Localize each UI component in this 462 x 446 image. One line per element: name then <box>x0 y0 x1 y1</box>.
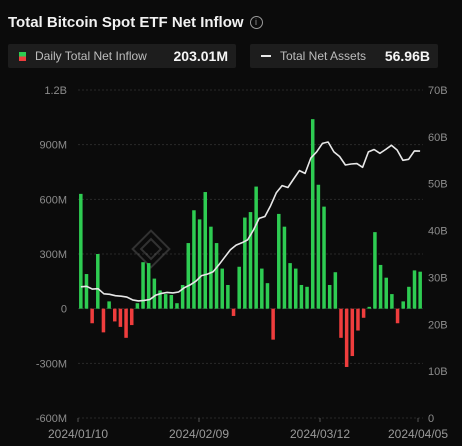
watermark <box>131 229 171 269</box>
inflow-bar[interactable] <box>395 308 400 324</box>
chart-title-text: Total Bitcoin Spot ETF Net Inflow <box>8 14 244 31</box>
legend-daily-inflow[interactable]: Daily Total Net Inflow 203.01M <box>8 44 236 68</box>
inflow-bar[interactable] <box>96 254 100 309</box>
inflow-bar[interactable] <box>107 301 111 309</box>
inflow-bar[interactable] <box>418 271 422 309</box>
inflow-bar[interactable] <box>277 213 281 309</box>
inflow-bar[interactable] <box>231 308 236 316</box>
inflow-bar[interactable] <box>192 210 196 309</box>
y-left-tick-label: -600M <box>36 413 67 425</box>
net-assets-line <box>80 141 421 302</box>
y-left-tick-label: 1.2B <box>44 85 67 97</box>
inflow-bar[interactable] <box>384 277 388 309</box>
inflow-bar[interactable] <box>101 308 106 333</box>
y-axis-left: 1.2B 900M 600M 300M 0 -300M -600M <box>36 85 67 425</box>
inflow-bar[interactable] <box>282 226 287 309</box>
inflow-bar[interactable] <box>373 232 377 309</box>
inflow-bar[interactable] <box>209 226 213 309</box>
inflow-bar[interactable] <box>322 206 326 309</box>
inflow-bar[interactable] <box>356 308 360 331</box>
inflow-bar[interactable] <box>197 219 202 309</box>
inflow-bar[interactable] <box>390 294 394 309</box>
inflow-bar[interactable] <box>260 268 264 309</box>
y-right-tick-label: 40B <box>428 226 448 238</box>
legend-total-assets[interactable]: Total Net Assets 56.96B <box>250 44 438 68</box>
y-right-tick-label: 70B <box>428 85 448 97</box>
inflow-bar[interactable] <box>316 184 321 309</box>
inflow-bar[interactable] <box>407 286 411 309</box>
inflow-bar[interactable] <box>288 263 292 309</box>
legend-daily-inflow-label: Daily Total Net Inflow <box>35 49 147 63</box>
inflow-bar[interactable] <box>243 217 247 309</box>
inflow-bar[interactable] <box>248 212 253 309</box>
line-swatch-icon <box>261 55 271 57</box>
y-right-tick-label: 20B <box>428 319 448 331</box>
y-left-tick-label: 600M <box>39 194 67 206</box>
bar-series <box>79 119 422 367</box>
inflow-bar[interactable] <box>158 290 162 309</box>
y-left-tick-label: 0 <box>61 304 67 316</box>
inflow-bar[interactable] <box>344 308 349 367</box>
inflow-bar[interactable] <box>186 243 191 309</box>
info-icon[interactable]: i <box>249 16 263 29</box>
inflow-bar[interactable] <box>220 268 224 309</box>
inflow-bar[interactable] <box>333 272 338 309</box>
y-right-tick-label: 60B <box>428 132 448 144</box>
grid-lines <box>78 89 423 419</box>
inflow-bar[interactable] <box>84 274 89 309</box>
y-right-tick-label: 30B <box>428 272 448 284</box>
inflow-bar[interactable] <box>378 264 383 309</box>
inflow-bar[interactable] <box>169 295 174 309</box>
y-right-tick-label: 10B <box>428 366 448 378</box>
y-right-tick-label: 50B <box>428 179 448 191</box>
inflow-bar[interactable] <box>203 192 208 309</box>
y-left-tick-label: 900M <box>39 140 67 152</box>
inflow-bar[interactable] <box>129 308 134 326</box>
x-tick-label: 2024/01/10 <box>48 427 108 441</box>
legend-daily-inflow-value: 203.01M <box>173 48 228 64</box>
inflow-bar[interactable] <box>299 284 304 309</box>
y-left-tick-label: -300M <box>36 358 67 370</box>
x-tick-label: 2024/02/09 <box>169 427 229 441</box>
x-tick-label: 2024/04/05 <box>388 427 448 441</box>
inflow-bar[interactable] <box>180 284 185 309</box>
inflow-bar[interactable] <box>265 283 270 309</box>
inflow-bar[interactable] <box>327 284 332 309</box>
inflow-bar[interactable] <box>401 301 405 309</box>
inflow-bar[interactable] <box>305 286 309 309</box>
legend-total-assets-label: Total Net Assets <box>280 49 367 63</box>
inflow-bar[interactable] <box>412 270 417 309</box>
inflow-bar[interactable] <box>367 306 372 309</box>
x-axis: 2024/01/10 2024/02/09 2024/03/12 2024/04/05 <box>48 418 448 441</box>
inflow-bar[interactable] <box>163 294 168 309</box>
inflow-bar[interactable] <box>79 193 83 309</box>
chart-title: Total Bitcoin Spot ETF Net Inflow i <box>8 14 263 31</box>
legend-total-assets-value: 56.96B <box>384 48 430 64</box>
inflow-bar[interactable] <box>361 308 366 318</box>
inflow-bar[interactable] <box>310 119 315 309</box>
inflow-bar[interactable] <box>350 308 355 357</box>
inflow-bar[interactable] <box>146 263 151 309</box>
inflow-bar[interactable] <box>254 186 258 309</box>
inflow-bar[interactable] <box>141 262 145 309</box>
inflow-bar[interactable] <box>271 308 275 340</box>
inflow-bar[interactable] <box>226 284 230 309</box>
bar-swatch-icon <box>19 51 26 61</box>
inflow-bar[interactable] <box>152 278 157 309</box>
inflow-bar[interactable] <box>339 308 343 338</box>
inflow-bar[interactable] <box>118 308 123 327</box>
inflow-bar[interactable] <box>124 308 128 338</box>
x-tick-label: 2024/03/12 <box>290 427 350 441</box>
inflow-bar[interactable] <box>135 303 140 309</box>
inflow-bar[interactable] <box>113 308 117 322</box>
inflow-bar[interactable] <box>175 303 179 309</box>
inflow-bar[interactable] <box>293 268 298 309</box>
inflow-bar[interactable] <box>237 266 241 309</box>
y-left-tick-label: 300M <box>39 249 67 261</box>
inflow-bar[interactable] <box>214 243 219 309</box>
y-right-tick-label: 0 <box>428 413 434 425</box>
inflow-bar[interactable] <box>90 308 94 324</box>
y-axis-right: 70B 60B 50B 40B 30B 20B 10B 0 <box>428 85 448 425</box>
